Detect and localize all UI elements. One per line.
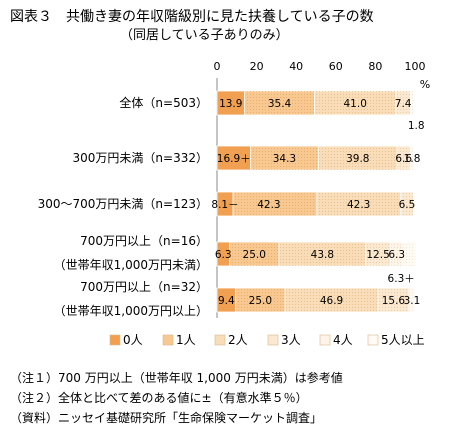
x-tick-label: 0 xyxy=(214,60,221,73)
x-tick-label: 100 xyxy=(405,60,426,73)
data-label: 6.6 xyxy=(395,153,412,165)
legend-label: 0人 xyxy=(123,333,143,347)
bar-segment-texture xyxy=(365,242,391,266)
legend-swatch xyxy=(319,334,331,346)
data-label: 25.0 xyxy=(243,249,266,261)
data-label: 6.3 xyxy=(215,249,232,261)
bar-segment-texture xyxy=(278,242,366,266)
bar-segment-texture xyxy=(397,146,411,170)
data-label: 16.9＋ xyxy=(217,153,251,165)
data-label: 35.4 xyxy=(268,98,292,110)
bar-segment-texture xyxy=(244,91,315,115)
bar-segment-texture xyxy=(235,288,286,312)
legend-swatch xyxy=(109,334,121,346)
data-label: 42.3 xyxy=(347,199,370,211)
data-label: 8.1－ xyxy=(211,199,238,211)
legend-swatch xyxy=(162,334,174,346)
data-label: 25.0 xyxy=(249,295,272,307)
bar-segment-texture xyxy=(233,192,317,216)
note-1: （注１）700 万円以上（世帯年収 1,000 万円未満）は参考値 xyxy=(10,371,343,385)
x-tick-label: 80 xyxy=(368,60,382,73)
bar-segment xyxy=(216,90,245,116)
data-label: 15.6 xyxy=(382,295,406,307)
note-3: （資料）ニッセイ基礎研究所「生命保険マーケット調査」 xyxy=(10,411,323,425)
category-label: 700万円以上（n=16） xyxy=(80,234,208,248)
data-label: 39.8 xyxy=(346,153,369,165)
x-tick-label: 40 xyxy=(289,60,303,73)
bar-segment-texture xyxy=(400,192,414,216)
x-tick-label: 20 xyxy=(250,60,264,73)
bar-segment-texture xyxy=(390,242,403,266)
legend-swatch xyxy=(267,334,279,346)
legend-label: 3人 xyxy=(281,333,301,347)
data-label: 6.3 xyxy=(388,249,405,261)
data-label: 43.8 xyxy=(311,249,334,261)
data-label: 6.3＋ xyxy=(388,273,415,285)
x-unit-label: % xyxy=(420,78,430,91)
category-sublabel: （世帯年収1,000万円未満） xyxy=(54,258,208,272)
stacked-bar-chart: 0 20 40 60 80 100% 全体（n=503） 300万円未満（n=332） 300〜… xyxy=(38,60,431,347)
chart-title: 図表３ 共働き妻の年収階級別に見た扶養している子の数 xyxy=(10,9,374,25)
data-label: 9.4 xyxy=(218,295,235,307)
notes: （注１）700 万円以上（世帯年収 1,000 万円未満）は参考値 （注２）全体… xyxy=(10,368,343,428)
category-label: 300万円未満（n=332） xyxy=(73,151,208,165)
data-label: 42.3 xyxy=(257,199,280,211)
data-label: 6.5 xyxy=(399,199,416,211)
legend-label: 2人 xyxy=(228,333,248,347)
bar-segment-texture xyxy=(314,91,396,115)
category-label: 300〜700万円未満（n=123） xyxy=(38,197,208,211)
data-label: 41.0 xyxy=(344,98,367,110)
legend-label: 5人以上 xyxy=(381,333,425,347)
data-label: 13.9 xyxy=(219,98,242,110)
bar-segment-texture xyxy=(395,91,411,115)
bar-segment-texture xyxy=(408,288,415,312)
category-sublabel: （世帯年収1,000万円以上） xyxy=(54,304,208,318)
legend-swatch xyxy=(367,334,379,346)
data-label: 1.8 xyxy=(404,153,421,165)
legend-swatch xyxy=(214,334,226,346)
data-label: 7.4 xyxy=(395,98,412,110)
data-label: 3.1 xyxy=(404,295,421,307)
bar-segment-texture xyxy=(402,242,416,266)
bar-segment-texture xyxy=(316,192,401,216)
chart-subtitle: （同居している子ありのみ） xyxy=(120,28,289,43)
bar-segment-texture xyxy=(410,146,414,170)
data-label: 1.8 xyxy=(408,120,425,132)
data-label: 12.5 xyxy=(366,249,389,261)
bar-segment-texture xyxy=(229,242,279,266)
x-tick-label: 60 xyxy=(329,60,343,73)
bar-segment-texture xyxy=(410,91,415,115)
bar-segment-texture xyxy=(250,146,319,170)
bar-segment-texture xyxy=(377,288,409,312)
legend-label: 4人 xyxy=(333,333,353,347)
bar-segment-texture xyxy=(318,146,398,170)
bar-segment-texture xyxy=(285,288,378,312)
legend-label: 1人 xyxy=(176,333,196,347)
data-label: 46.9 xyxy=(320,295,343,307)
category-label: 全体（n=503） xyxy=(119,95,208,110)
data-label: 34.3 xyxy=(273,153,296,165)
category-label: 700万円以上（n=32） xyxy=(80,280,208,294)
note-2: （注２）全体と比べて差のある値に±（有意水準５％） xyxy=(10,391,308,405)
